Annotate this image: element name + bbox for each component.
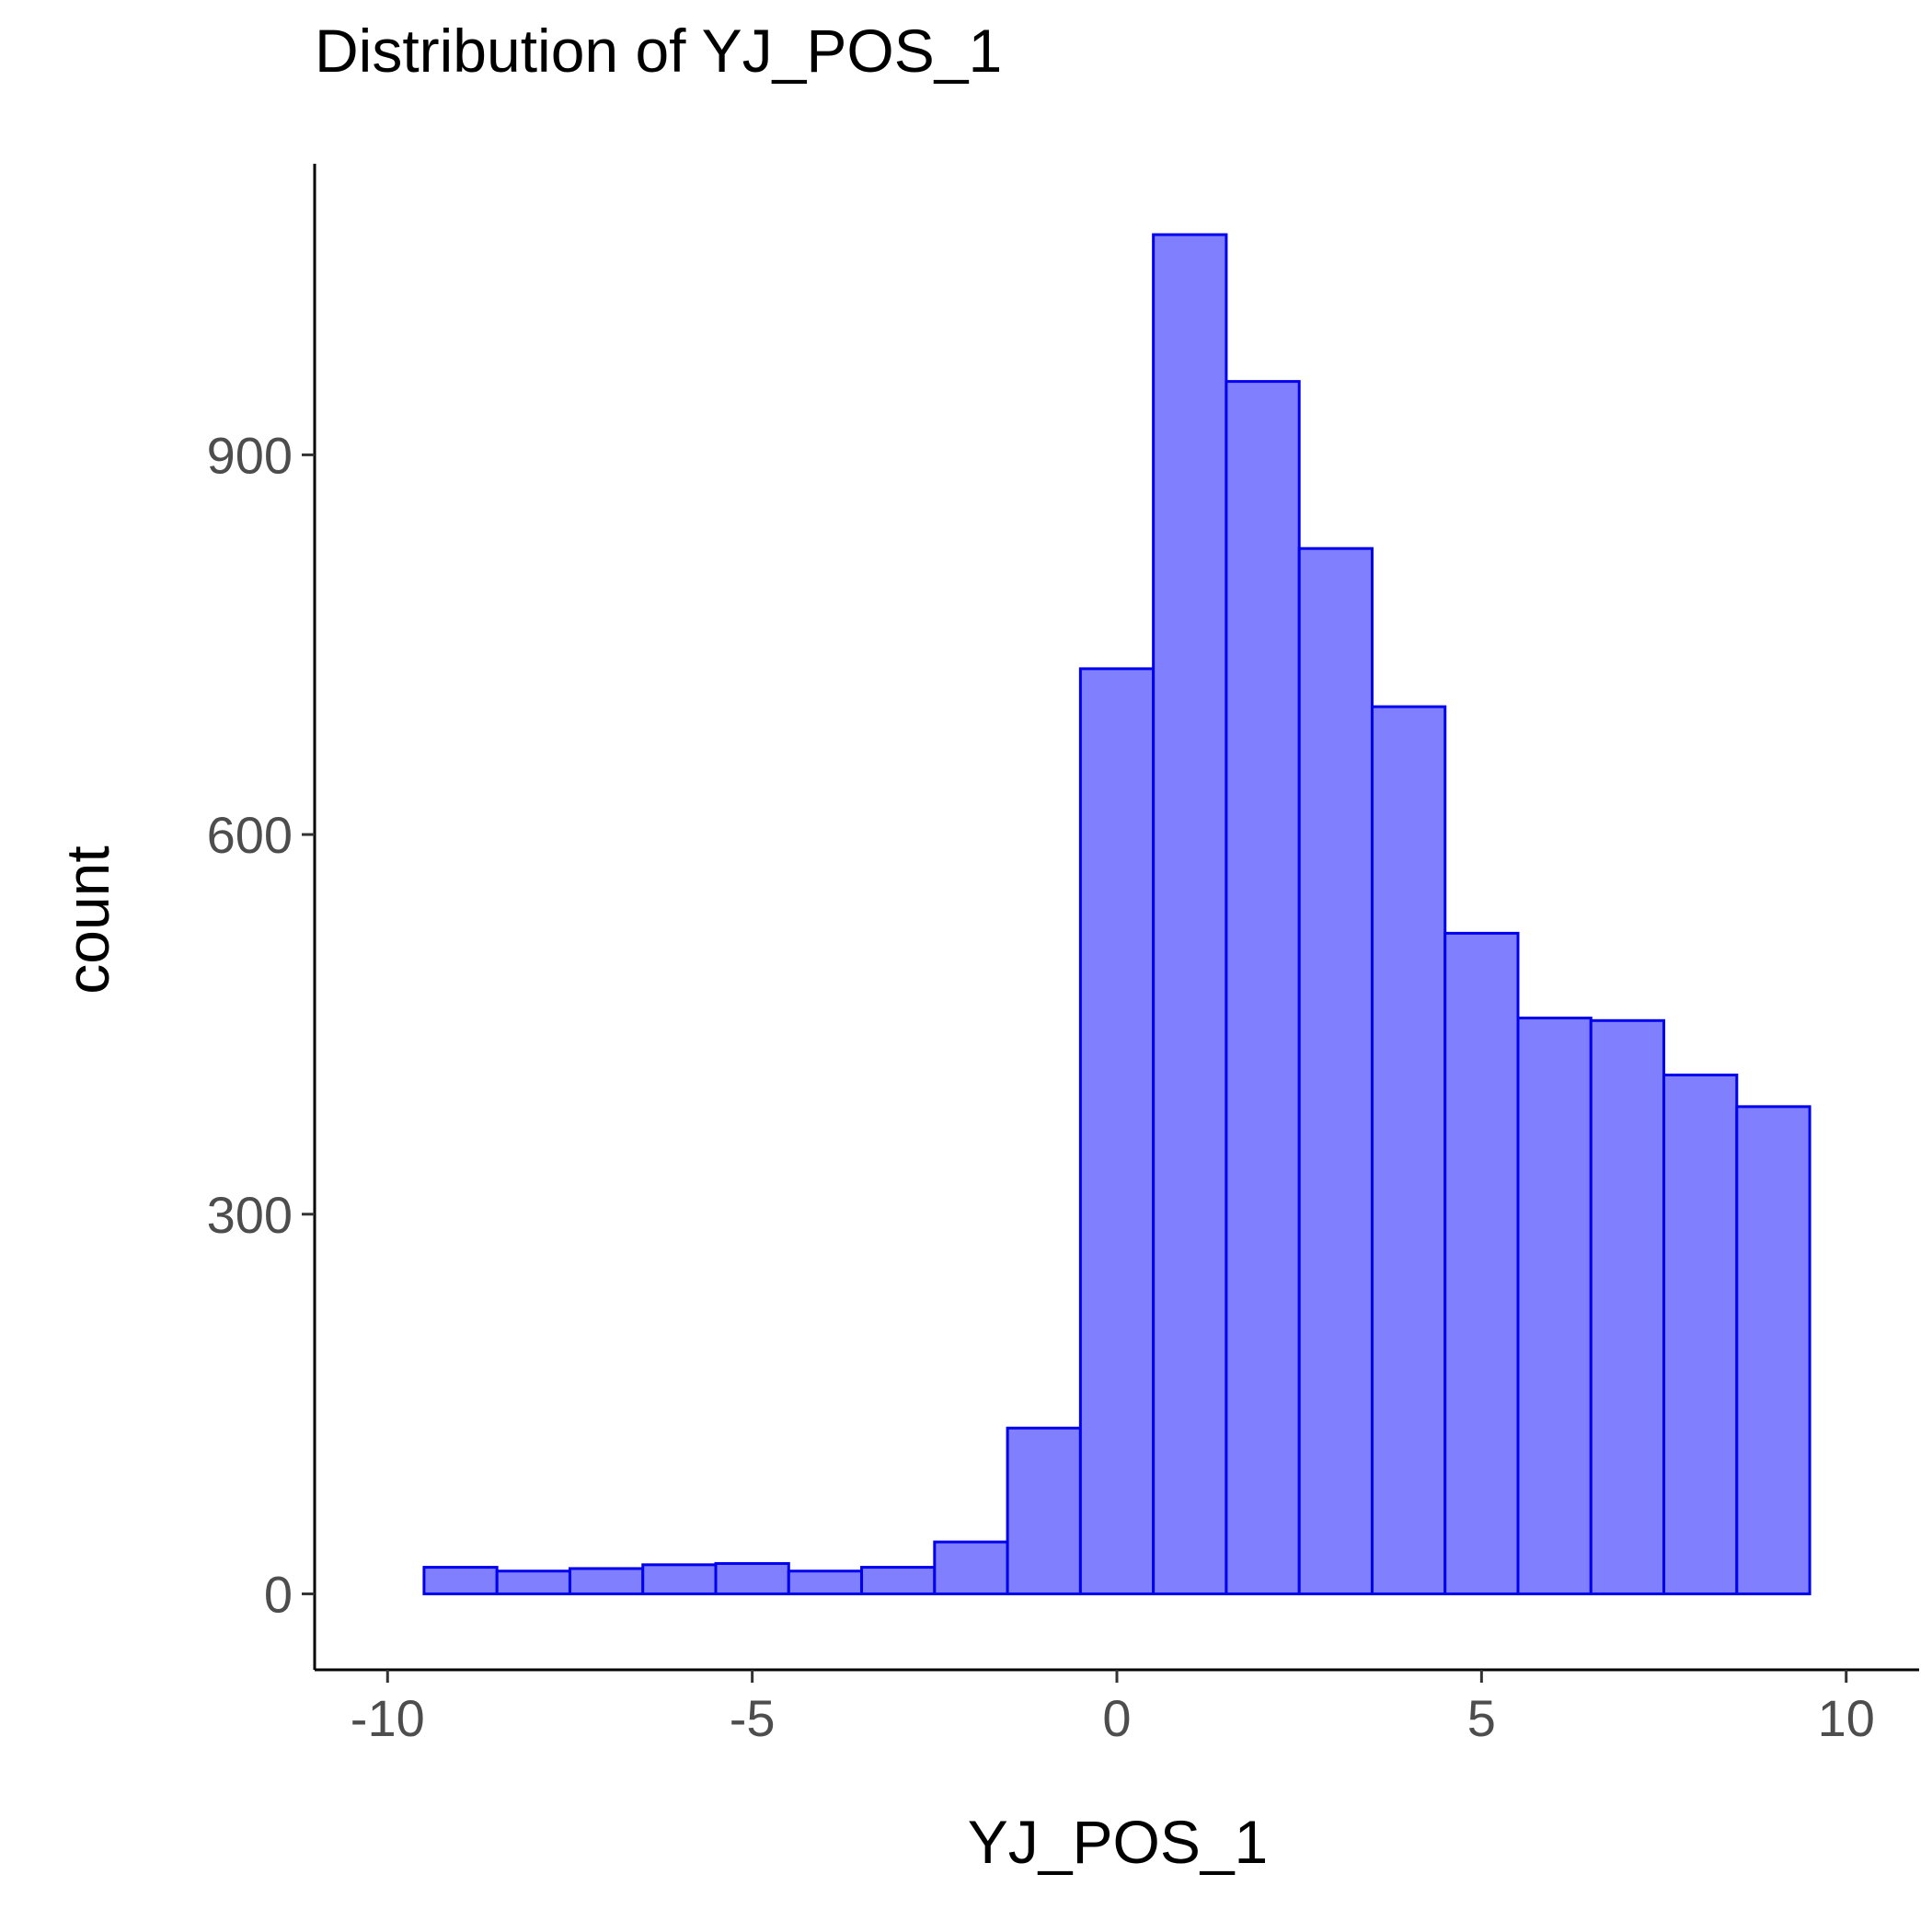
histogram-bar: [1662, 1073, 1739, 1595]
histogram-bar: [1152, 233, 1228, 1595]
y-axis-title: count: [53, 845, 121, 994]
histogram-bar: [1078, 667, 1156, 1595]
y-tick-label: 900: [207, 426, 293, 484]
x-tick-label: 0: [1102, 1689, 1131, 1747]
bars-group: [422, 233, 1811, 1595]
x-axis-title: YJ_POS_1: [968, 1808, 1269, 1876]
histogram-bar: [1225, 380, 1301, 1595]
histogram-bar: [1370, 705, 1447, 1595]
x-tick-label: -5: [730, 1689, 776, 1747]
histogram-bar: [714, 1561, 790, 1595]
histogram-bar: [1297, 546, 1374, 1595]
x-axis: -10 -5 0 5 10: [315, 1668, 1919, 1747]
histogram-bar: [641, 1563, 718, 1595]
y-tick-label: 600: [207, 806, 293, 864]
histogram-bar: [1006, 1426, 1082, 1595]
histogram-bar: [495, 1570, 571, 1595]
histogram-bar: [860, 1566, 937, 1595]
histogram-bar: [422, 1566, 499, 1595]
histogram-bar: [933, 1540, 1009, 1595]
y-tick-label: 300: [207, 1186, 293, 1244]
histogram-bar: [787, 1570, 864, 1595]
y-axis: 0 300 600 900: [207, 164, 316, 1670]
chart-title: Distribution of YJ_POS_1: [315, 17, 1002, 85]
histogram-bar: [1516, 1017, 1593, 1595]
histogram-bar: [1735, 1105, 1811, 1595]
y-tick-label: 0: [264, 1565, 293, 1623]
histogram-bar: [1589, 1018, 1666, 1595]
histogram-bar: [568, 1567, 645, 1595]
histogram-bar: [1443, 931, 1520, 1595]
x-tick-label: 5: [1467, 1689, 1496, 1747]
x-tick-label: 10: [1818, 1689, 1875, 1747]
x-tick-label: -10: [351, 1689, 425, 1747]
